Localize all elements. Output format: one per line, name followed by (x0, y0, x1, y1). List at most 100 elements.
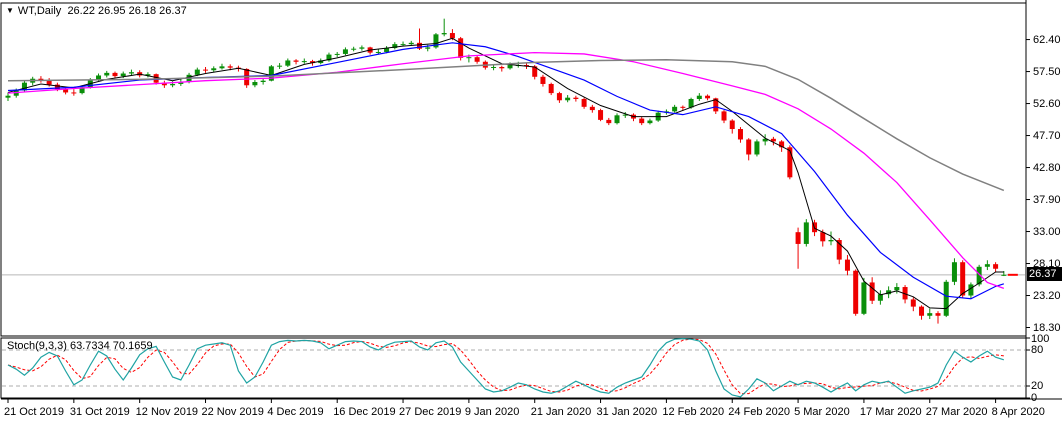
candle-body (910, 299, 916, 307)
stoch-axis-label: 0 (1031, 392, 1038, 404)
candle-body (301, 61, 307, 63)
candle-body (507, 65, 513, 69)
date-axis-label: 31 Jan 2020 (596, 406, 658, 418)
candle-body (326, 54, 332, 61)
candle-body (392, 44, 398, 49)
candle-body (877, 294, 883, 301)
candle-body (548, 83, 554, 94)
candle-body (79, 87, 85, 94)
date-axis-label: 31 Oct 2019 (69, 406, 130, 418)
candle-body (861, 282, 867, 314)
candle-body (400, 44, 406, 46)
candle-body (565, 97, 571, 101)
ma-long-gray (7, 59, 1005, 192)
candle-body (976, 266, 982, 285)
current-price-box: 26.37 (1027, 267, 1062, 281)
candle-body (688, 98, 694, 108)
stochastic-indicator-label: Stoch(9,3,3) 63.7334 70.1659 (7, 340, 153, 352)
candle-body (384, 48, 390, 52)
candle-body (5, 95, 11, 98)
date-axis-label: 22 Nov 2019 (201, 406, 264, 418)
candle-body (614, 115, 620, 124)
date-axis-label: 5 Mar 2020 (794, 406, 850, 418)
price-axis-label: 33.00 (1033, 225, 1061, 238)
candle-body (573, 97, 579, 99)
candle-body (260, 80, 266, 83)
candle-body (268, 66, 274, 81)
price-axis-label: 23.20 (1033, 289, 1061, 302)
candle-body (170, 83, 176, 86)
candle-body (984, 264, 990, 267)
symbol-period-label: WT,Daily (17, 5, 62, 17)
date-axis-label: 27 Dec 2019 (399, 406, 462, 418)
candle-body (927, 313, 933, 316)
candle-body (318, 60, 324, 64)
candle-body (252, 82, 258, 86)
price-axis-label: 47.70 (1033, 129, 1061, 142)
price-axis-label: 57.50 (1033, 65, 1061, 78)
candle-body (754, 141, 760, 155)
candle-body (680, 106, 686, 108)
candle-body (762, 138, 768, 142)
candle-body (219, 66, 225, 69)
candle-body (375, 51, 381, 53)
candle-body (960, 262, 966, 296)
ma-fast-black (7, 37, 1004, 310)
candle-body (968, 284, 974, 296)
chart-title: ▼ WT,Daily 26.22 26.95 26.18 26.37 (6, 5, 187, 17)
candle-body (951, 262, 957, 282)
candle-body (194, 69, 200, 75)
stoch-panel-border (0, 337, 1027, 399)
candle-body (713, 98, 719, 112)
candle-body (491, 66, 497, 68)
candle-body (836, 240, 842, 260)
candle-body (104, 72, 110, 76)
candle-body (779, 141, 785, 148)
candle-body (746, 139, 752, 155)
candle-body (408, 42, 414, 45)
candle-body (63, 89, 69, 93)
candle-body (71, 92, 77, 94)
candle-body (310, 61, 316, 64)
candle-body (828, 240, 834, 242)
collapse-ohlc-icon[interactable]: ▼ (6, 6, 14, 15)
candle-body (359, 47, 365, 49)
candle-body (853, 270, 859, 314)
candle-body (351, 48, 357, 50)
candle-body (46, 80, 52, 85)
candle-body (598, 110, 604, 120)
candle-body (639, 118, 645, 124)
date-axis-label: 16 Dec 2019 (333, 406, 396, 418)
candle-body (696, 95, 702, 99)
candle-body (474, 57, 480, 62)
date-axis-label: 8 Apr 2020 (991, 406, 1045, 418)
candle-body (161, 82, 167, 86)
candle-body (441, 33, 447, 35)
candle-body (993, 264, 999, 269)
date-axis-label: 12 Feb 2020 (662, 406, 725, 418)
candle-body (902, 287, 908, 300)
candle-body (334, 53, 340, 55)
date-axis-label: 27 Mar 2020 (925, 406, 988, 418)
stoch-axis-label: 20 (1031, 380, 1044, 392)
candle-body (1001, 274, 1007, 276)
candle-body (128, 72, 134, 74)
candle-body (770, 138, 776, 142)
candle-body (935, 313, 941, 316)
candle-body (622, 114, 628, 116)
stoch-main-line (7, 337, 1005, 398)
candle-body (21, 82, 27, 91)
candle-body (417, 42, 422, 49)
candle-body (203, 69, 209, 71)
ma-slow-magenta (7, 51, 1005, 289)
date-axis-label: 9 Jan 2020 (464, 406, 520, 418)
candle-body (869, 282, 875, 301)
candle-body (803, 222, 809, 244)
price-axis-label: 52.60 (1033, 97, 1061, 110)
candle-body (721, 111, 727, 121)
candle-body (178, 82, 184, 84)
price-axis-label: 37.90 (1033, 193, 1061, 206)
price-axis-label: 62.40 (1033, 33, 1061, 46)
candle-body (795, 232, 801, 244)
